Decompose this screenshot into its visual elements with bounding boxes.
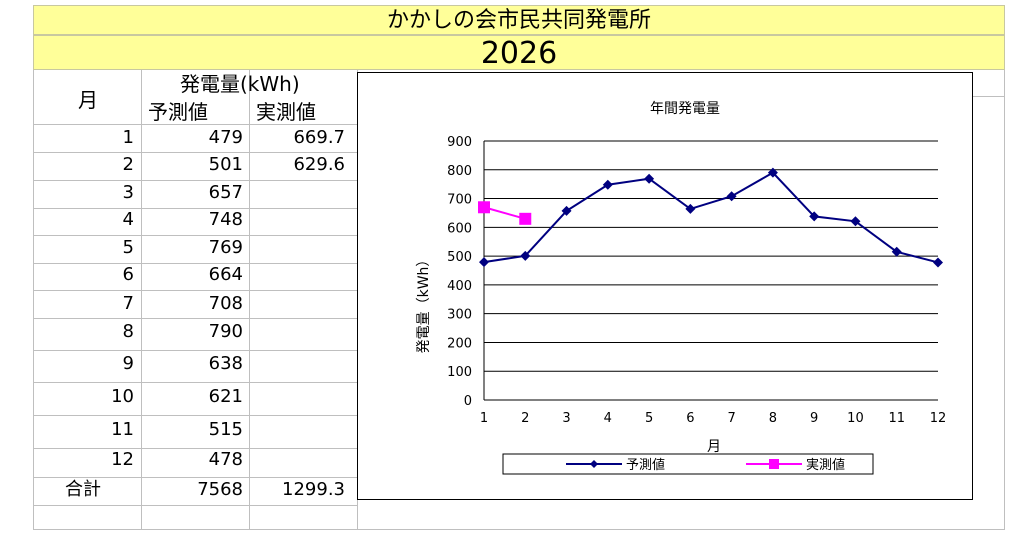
x-tick-label: 1	[480, 411, 488, 426]
x-tick-label: 9	[810, 411, 818, 426]
table-row-actual: 629.6	[293, 154, 345, 175]
y-tick-label: 300	[447, 308, 472, 323]
data-point	[933, 257, 943, 268]
y-tick-label: 400	[447, 279, 472, 294]
table-row-forecast: 664	[208, 264, 243, 285]
y-tick-label: 500	[447, 250, 472, 265]
x-tick-label: 12	[930, 411, 947, 426]
forecast-header: 予測値	[148, 100, 208, 124]
data-point	[561, 205, 572, 216]
x-tick-label: 10	[847, 411, 864, 426]
total-label: 合計	[65, 479, 101, 500]
data-point	[726, 191, 737, 202]
table-row-forecast: 501	[208, 154, 243, 175]
x-tick-label: 5	[645, 411, 653, 426]
data-point	[767, 167, 778, 178]
series-line	[483, 171, 939, 264]
table-row-forecast: 621	[208, 386, 243, 407]
month-header: 月	[78, 88, 98, 112]
data-point	[478, 201, 490, 214]
table-row-actual: 669.7	[293, 127, 345, 148]
table-row-month: 9	[122, 353, 134, 374]
data-point	[519, 212, 532, 225]
total-actual: 1299.3	[282, 479, 345, 500]
table-row-forecast: 478	[208, 449, 243, 470]
table-row-forecast: 769	[208, 237, 243, 258]
y-tick-label: 600	[447, 221, 472, 236]
data-point	[891, 246, 902, 257]
table-row-month: 8	[122, 321, 134, 342]
x-tick-label: 8	[769, 411, 777, 426]
table-row-forecast: 515	[208, 419, 243, 440]
x-tick-label: 11	[888, 411, 905, 426]
data-point	[479, 257, 489, 268]
y-tick-label: 200	[447, 336, 472, 351]
table-row-month: 4	[122, 209, 134, 230]
energy-header: 発電量(kWh)	[180, 72, 300, 96]
table-row-forecast: 708	[208, 293, 243, 314]
data-point	[644, 173, 655, 184]
title-banner: かかしの会市民共同発電所	[33, 5, 1005, 35]
data-point	[809, 211, 820, 222]
table-row-forecast: 479	[208, 127, 243, 148]
table-row-month: 5	[122, 237, 134, 258]
x-tick-label: 3	[562, 411, 570, 426]
chart-series	[478, 167, 943, 268]
table-row-month: 12	[111, 449, 134, 470]
y-tick-label: 0	[464, 394, 472, 409]
table-row-month: 11	[111, 419, 134, 440]
series-line	[483, 206, 526, 220]
table-row-month: 10	[111, 386, 134, 407]
y-tick-label: 100	[447, 365, 472, 380]
legend-marker	[769, 459, 779, 469]
data-point	[520, 250, 531, 261]
legend-box	[502, 453, 874, 475]
y-axis-label: 発電量（kWh）	[416, 253, 432, 354]
total-forecast: 7568	[197, 479, 243, 500]
x-tick-label: 7	[727, 411, 735, 426]
x-tick-label: 2	[521, 411, 529, 426]
legend-marker	[590, 460, 598, 468]
table-row-forecast: 748	[208, 209, 243, 230]
x-axis-label: 月	[707, 439, 721, 455]
legend-label: 予測値	[626, 457, 665, 473]
legend-label: 実測値	[806, 457, 845, 473]
chart-gridlines	[483, 140, 938, 401]
table-row-forecast: 638	[208, 353, 243, 374]
data-point	[602, 179, 613, 190]
data-point	[850, 216, 861, 227]
actual-header: 実測値	[256, 100, 316, 124]
data-point	[685, 203, 696, 214]
y-tick-label: 800	[447, 164, 472, 179]
table-row-month: 1	[122, 127, 134, 148]
table-row-month: 2	[122, 154, 134, 175]
table-row-forecast: 657	[208, 182, 243, 203]
x-tick-label: 4	[604, 411, 612, 426]
chart-legend: 予測値 実測値	[502, 453, 874, 475]
table-row-month: 3	[122, 182, 134, 203]
x-tick-label: 6	[686, 411, 694, 426]
y-axis-ticks: 0 100 200 300 400 500 600 700 800 900	[447, 135, 472, 409]
table-row-month: 7	[122, 293, 134, 314]
y-tick-label: 900	[447, 135, 472, 150]
table-row-month: 6	[122, 264, 134, 285]
year-banner: 2026	[33, 35, 1005, 71]
x-axis-ticks: 1 2 3 4 5 6 7 8 9 10 11 12	[480, 411, 946, 426]
chart-title: 年間発電量	[650, 101, 720, 117]
y-tick-label: 700	[447, 193, 472, 208]
table-row-forecast: 790	[208, 321, 243, 342]
